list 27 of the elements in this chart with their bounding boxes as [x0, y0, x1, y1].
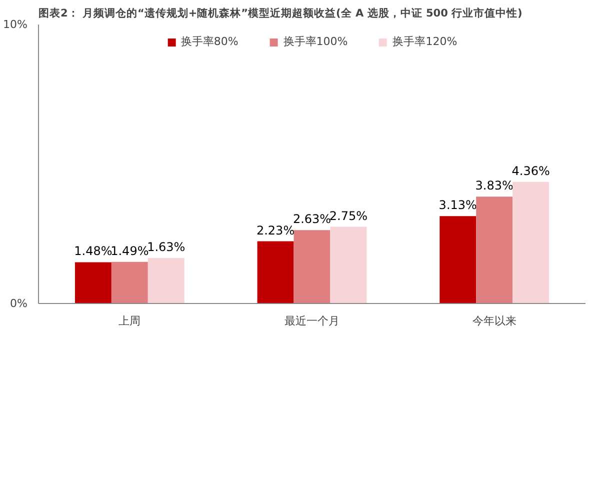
y-tick-label: 10% — [3, 18, 28, 31]
data-label: 3.13% — [438, 198, 477, 212]
bar — [330, 226, 367, 304]
bar — [294, 230, 330, 304]
chart-title: 图表2： 月频调仓的“遗传规划+随机森林”模型近期超额收益(全 A 选股，中证 500 行业市值中性) — [38, 6, 522, 20]
data-label: 1.48% — [74, 244, 112, 258]
legend-label: 换手率120% — [392, 34, 458, 49]
bar — [74, 262, 112, 304]
bar — [148, 258, 184, 304]
legend-label: 换手率100% — [283, 34, 348, 49]
y-tick-label: 0% — [10, 297, 28, 310]
data-label: 3.83% — [475, 178, 514, 193]
data-label: 4.36% — [512, 164, 550, 178]
x-tick-label: 最近一个月 — [284, 314, 340, 328]
data-label: 1.49% — [110, 244, 149, 258]
data-label: 2.75% — [329, 208, 368, 223]
bar — [512, 182, 550, 304]
bar — [111, 262, 148, 304]
bar — [476, 196, 513, 304]
bar — [440, 216, 476, 304]
data-label: 1.63% — [147, 240, 186, 254]
bar — [257, 241, 294, 304]
data-label: 2.23% — [256, 223, 295, 238]
data-label: 2.63% — [292, 212, 332, 226]
x-tick-label: 今年以来 — [472, 314, 516, 328]
x-tick-label: 上周 — [118, 314, 141, 328]
legend-label: 换手率80% — [180, 34, 238, 49]
